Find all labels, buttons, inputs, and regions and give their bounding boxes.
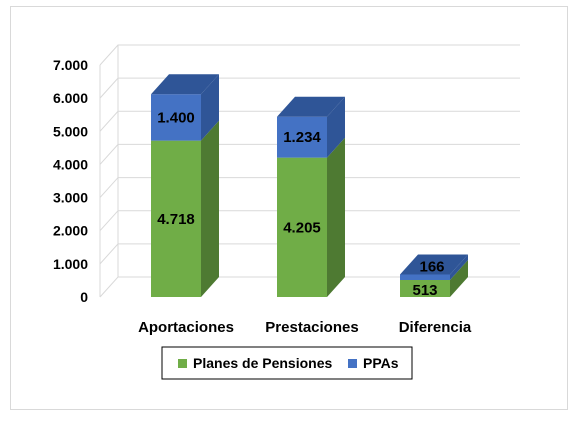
legend-label: Planes de Pensiones: [193, 355, 332, 371]
bar-segment-side: [201, 120, 219, 297]
bars: 4.718 1.400 4.205 1.234 513 166: [151, 74, 468, 299]
bar-segment-front: [277, 116, 327, 158]
bar-top: [151, 74, 219, 95]
x-category-label: Aportaciones: [138, 319, 234, 336]
gridlines: [99, 44, 520, 298]
data-label: 1.234: [283, 129, 321, 146]
bar-segment-front: [277, 157, 327, 297]
legend: Planes de Pensiones PPAs: [161, 346, 413, 380]
x-category-label: Prestaciones: [265, 319, 358, 336]
bar-segment-front: [400, 274, 450, 280]
y-axis: 0 1.000 2.000 3.000 4.000 5.000 6.000 7.000: [53, 57, 88, 305]
data-label: 4.718: [157, 211, 195, 228]
legend-swatch: [178, 359, 187, 368]
data-label: 4.205: [283, 219, 321, 236]
bar-segment-side: [327, 137, 345, 297]
x-axis: Aportaciones Prestaciones Diferencia: [138, 319, 472, 336]
y-tick-label: 1.000: [53, 256, 88, 272]
y-tick-label: 0: [80, 289, 88, 305]
gridline: [99, 44, 520, 66]
bar-segment-front: [400, 279, 450, 297]
data-label: 1.400: [157, 109, 195, 126]
bar-top: [277, 96, 345, 117]
data-label: 166: [419, 258, 444, 275]
y-tick-label: 3.000: [53, 190, 88, 206]
bar-segment-side: [201, 74, 219, 141]
bar-segment-side: [327, 96, 345, 158]
bar-segment-side: [450, 254, 468, 280]
y-tick-label: 5.000: [53, 123, 88, 139]
bar-top: [400, 254, 468, 275]
data-label: 513: [412, 282, 437, 299]
x-category-label: Diferencia: [399, 319, 472, 336]
y-tick-label: 2.000: [53, 223, 88, 239]
bar-segment-side: [450, 259, 468, 297]
y-tick-label: 7.000: [53, 57, 88, 73]
bar-segment-front: [151, 94, 201, 141]
legend-box: [161, 346, 413, 380]
bar-segment-front: [151, 140, 201, 297]
legend-swatch: [348, 359, 357, 368]
legend-label: PPAs: [363, 355, 399, 371]
y-tick-label: 4.000: [53, 156, 88, 172]
y-tick-label: 6.000: [53, 90, 88, 106]
